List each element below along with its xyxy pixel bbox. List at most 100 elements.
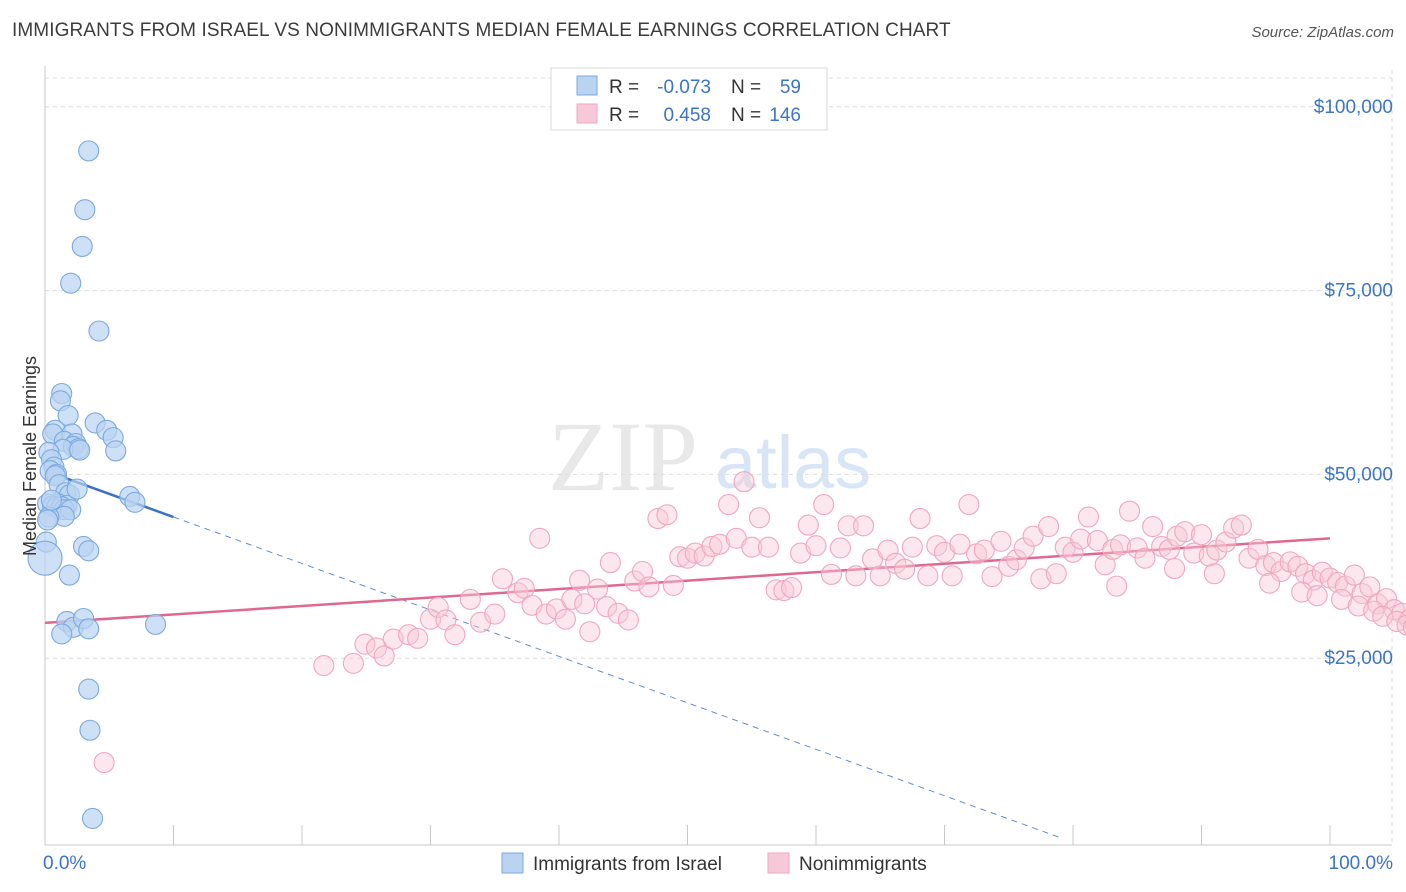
- point-nonimmigrants-21: [535, 603, 557, 625]
- point-nonimmigrants-65: [877, 539, 899, 561]
- point-nonimmigrants-24: [561, 588, 583, 610]
- point-nonimmigrants-107: [1215, 531, 1237, 553]
- point-nonimmigrants-12: [444, 624, 466, 646]
- point-israel-52: [51, 623, 73, 645]
- point-nonimmigrants-51: [765, 579, 787, 601]
- legend-label-israel: Immigrants from Israel: [533, 854, 722, 875]
- point-nonimmigrants-0: [93, 752, 115, 774]
- point-nonimmigrants-13: [459, 588, 481, 610]
- stats-swatch-nonimmigrants: [576, 103, 598, 124]
- point-nonimmigrants-28: [586, 578, 609, 600]
- point-nonimmigrants-78: [981, 566, 1003, 588]
- point-nonimmigrants-4: [365, 637, 388, 659]
- chart-title: IMMIGRANTS FROM ISRAEL VS NONIMMIGRANTS …: [12, 20, 951, 41]
- point-nonimmigrants-61: [845, 565, 867, 587]
- point-nonimmigrants-98: [1142, 516, 1164, 538]
- stats-legend: R = -0.073 N = 59 R = 0.458 N = 146: [550, 67, 828, 131]
- legend-swatch-israel: [501, 852, 524, 874]
- point-nonimmigrants-45: [718, 493, 740, 516]
- point-nonimmigrants-20: [529, 527, 551, 549]
- point-nonimmigrants-30: [607, 602, 629, 624]
- point-nonimmigrants-49: [748, 507, 771, 529]
- point-nonimmigrants-74: [949, 533, 971, 555]
- point-nonimmigrants-89: [1070, 528, 1092, 550]
- point-nonimmigrants-138: [1331, 588, 1353, 610]
- point-israel-54: [78, 678, 100, 700]
- point-israel-47: [58, 564, 80, 586]
- point-nonimmigrants-53: [781, 577, 803, 599]
- y-tick-label-3: $100,000: [1314, 97, 1393, 118]
- y-tick-label-1: $50,000: [1324, 464, 1393, 485]
- gridlines: [45, 70, 1393, 842]
- point-nonimmigrants-32: [599, 552, 621, 574]
- point-nonimmigrants-26: [579, 621, 601, 643]
- point-israel-42: [37, 509, 59, 531]
- point-nonimmigrants-86: [1045, 563, 1067, 585]
- trend-line-nonimmigrants: [44, 537, 1331, 625]
- point-israel-57: [40, 489, 62, 511]
- point-nonimmigrants-35: [638, 576, 660, 598]
- stats-r-value-0: -0.073: [657, 77, 711, 98]
- point-nonimmigrants-48: [741, 536, 763, 558]
- legend-label-nonimmigrants: Nonimmigrants: [799, 854, 927, 875]
- point-nonimmigrants-141: [1372, 605, 1394, 627]
- trend-lines: [44, 469, 1331, 839]
- y-tick-label-2: $75,000: [1324, 281, 1393, 302]
- point-nonimmigrants-68: [901, 536, 923, 558]
- stats-n-value-0: 59: [780, 77, 801, 98]
- point-nonimmigrants-29: [595, 596, 618, 618]
- x-tick-label-left: 0.0%: [43, 853, 86, 874]
- point-nonimmigrants-64: [869, 565, 891, 587]
- point-nonimmigrants-44: [709, 533, 731, 555]
- source-label: Source: ZipAtlas.com: [1251, 24, 1394, 41]
- y-axis-title: Median Female Earnings: [20, 356, 40, 556]
- point-nonimmigrants-83: [1022, 525, 1044, 547]
- point-nonimmigrants-94: [1109, 534, 1132, 556]
- point-nonimmigrants-102: [1174, 521, 1196, 543]
- point-nonimmigrants-106: [1206, 539, 1228, 561]
- point-israel-1: [74, 199, 96, 221]
- point-nonimmigrants-109: [1230, 514, 1252, 536]
- point-nonimmigrants-104: [1190, 524, 1213, 546]
- point-nonimmigrants-75: [958, 493, 980, 516]
- point-nonimmigrants-67: [894, 558, 916, 580]
- watermark-atlas: atlas: [715, 421, 871, 504]
- stats-n-label-1: N =: [731, 105, 761, 126]
- point-nonimmigrants-85: [1038, 516, 1060, 538]
- point-nonimmigrants-73: [941, 565, 963, 587]
- point-nonimmigrants-103: [1183, 542, 1205, 564]
- point-nonimmigrants-70: [917, 565, 939, 587]
- data-points: [27, 140, 1406, 830]
- point-nonimmigrants-57: [813, 493, 835, 516]
- trend-line-israel-extension: [173, 516, 1061, 839]
- point-israel-4: [88, 320, 110, 342]
- point-nonimmigrants-92: [1094, 554, 1116, 576]
- point-nonimmigrants-38: [662, 574, 684, 596]
- point-nonimmigrants-50: [757, 536, 780, 558]
- watermark-zip: ZIP: [548, 401, 698, 512]
- point-nonimmigrants-56: [805, 535, 827, 557]
- point-nonimmigrants-137: [1306, 585, 1328, 607]
- point-nonimmigrants-41: [684, 542, 706, 564]
- point-nonimmigrants-116: [1287, 555, 1309, 577]
- point-nonimmigrants-134: [1203, 563, 1225, 585]
- point-nonimmigrants-54: [790, 542, 812, 564]
- point-nonimmigrants-23: [554, 608, 576, 630]
- point-nonimmigrants-43: [701, 535, 723, 557]
- point-nonimmigrants-123: [1343, 564, 1365, 586]
- point-nonimmigrants-25: [569, 569, 591, 591]
- point-nonimmigrants-55: [797, 514, 819, 536]
- point-nonimmigrants-16: [491, 568, 514, 590]
- point-israel-46: [27, 540, 63, 576]
- point-nonimmigrants-97: [1134, 547, 1156, 569]
- point-israel-53: [144, 613, 167, 635]
- point-nonimmigrants-37: [656, 504, 678, 526]
- point-israel-45: [78, 540, 100, 562]
- point-israel-0: [78, 140, 100, 162]
- point-nonimmigrants-145: [1402, 619, 1406, 635]
- point-nonimmigrants-79: [990, 530, 1012, 552]
- point-nonimmigrants-58: [820, 563, 842, 585]
- point-israel-2: [71, 235, 93, 258]
- point-nonimmigrants-132: [1106, 575, 1128, 597]
